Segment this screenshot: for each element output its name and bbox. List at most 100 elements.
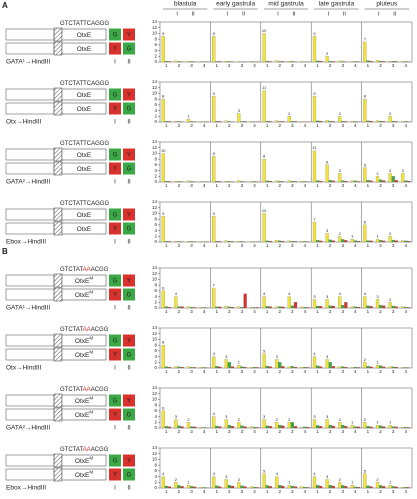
- y-tick-label: 2: [154, 299, 157, 304]
- bar: [265, 121, 269, 123]
- bar: [249, 367, 254, 369]
- reporter-box: [123, 468, 135, 481]
- bar: [363, 296, 367, 309]
- site-box: [53, 207, 63, 222]
- y-tick-label: 12: [152, 205, 158, 210]
- bar: [268, 241, 272, 243]
- bar: [401, 61, 405, 63]
- y-tick-label: 10: [152, 337, 158, 342]
- bar: [174, 121, 178, 123]
- bar: [180, 486, 184, 489]
- value-label: 9: [162, 211, 165, 216]
- y-tick-label: 0: [154, 119, 157, 124]
- bar: [180, 426, 184, 429]
- bar: [262, 90, 266, 123]
- bar: [287, 116, 291, 123]
- bar: [366, 120, 370, 123]
- construct-box: [61, 148, 107, 161]
- sequence: GTCTATTCAGGG: [60, 201, 109, 207]
- x-tick-label: 3: [241, 369, 244, 374]
- reporter-box: [123, 348, 135, 361]
- bar: [379, 305, 383, 309]
- y-tick-label: 2: [154, 233, 157, 238]
- y-tick-label: 4: [154, 474, 157, 479]
- bar: [186, 485, 191, 489]
- bar: [375, 365, 380, 369]
- x-tick-label: 1: [367, 243, 370, 248]
- bar: [344, 240, 348, 243]
- x-tick-label: 1: [215, 369, 218, 374]
- bar: [290, 241, 294, 243]
- reporter-label: Y: [127, 339, 131, 345]
- bar: [293, 426, 298, 429]
- construct-box: [61, 334, 107, 347]
- bar: [287, 422, 291, 429]
- bar: [240, 181, 244, 183]
- bar: [391, 486, 395, 489]
- sequence-part: GTCTAT: [60, 387, 83, 393]
- x-tick-label: 1: [266, 123, 269, 128]
- bar: [391, 426, 395, 429]
- bar: [300, 61, 304, 63]
- bar: [224, 359, 228, 369]
- bar: [253, 307, 257, 309]
- sequence-part: AA: [83, 327, 91, 333]
- x-tick-label: 3: [190, 243, 193, 248]
- bar: [199, 427, 203, 429]
- bar: [316, 485, 320, 489]
- x-tick-label: 4: [404, 489, 407, 494]
- bar: [281, 121, 285, 123]
- bar: [249, 61, 254, 63]
- bar: [262, 473, 266, 489]
- x-tick-label: 2: [379, 369, 382, 374]
- reporter-label: G: [113, 459, 118, 465]
- bar: [379, 425, 383, 429]
- reporter-box: [123, 208, 135, 221]
- bar: [325, 120, 329, 123]
- bar: [328, 362, 332, 369]
- bar: [177, 306, 181, 309]
- bar: [287, 61, 291, 63]
- x-tick-label: 4: [354, 369, 357, 374]
- bar: [306, 307, 310, 309]
- x-tick-label: 3: [190, 309, 193, 314]
- bar: [369, 366, 373, 369]
- lane-label: I: [114, 486, 116, 492]
- bar: [218, 426, 222, 429]
- reporter-box: [109, 394, 121, 407]
- bar: [331, 61, 335, 63]
- stage-marker: II: [343, 11, 347, 17]
- bar: [369, 61, 373, 63]
- value-label: 2: [389, 111, 392, 116]
- bar: [218, 486, 222, 489]
- bar: [199, 61, 203, 63]
- bar: [356, 307, 361, 309]
- x-tick-label: 3: [291, 369, 294, 374]
- bar: [177, 121, 181, 123]
- y-tick-label: 2: [154, 359, 157, 364]
- reporter-box: [109, 208, 121, 221]
- reporter-box: [123, 454, 135, 467]
- bar: [312, 476, 317, 489]
- bar: [281, 485, 285, 489]
- lane-label: I: [114, 366, 116, 372]
- x-tick-label: 2: [278, 309, 281, 314]
- x-tick-label: 4: [304, 309, 307, 314]
- x-tick-label: 3: [392, 429, 395, 434]
- mutation-label: GATA¹→HindIII: [6, 59, 50, 66]
- bar: [338, 482, 342, 489]
- site-box: [53, 467, 63, 482]
- bar: [230, 366, 235, 369]
- x-tick-label: 1: [165, 243, 168, 248]
- mutation-label: GATA²→HindIII: [6, 425, 50, 432]
- bar: [268, 486, 272, 489]
- value-label: 4: [213, 471, 216, 476]
- x-tick-label: 4: [404, 63, 407, 68]
- site-box: [53, 221, 63, 236]
- bar: [293, 181, 298, 183]
- mutation-label: GATA²→HindIII: [6, 179, 50, 186]
- bar: [237, 241, 241, 243]
- value-label: 4: [364, 291, 367, 296]
- mutation-label: Otx→HindIII: [6, 365, 42, 372]
- bar: [350, 180, 354, 183]
